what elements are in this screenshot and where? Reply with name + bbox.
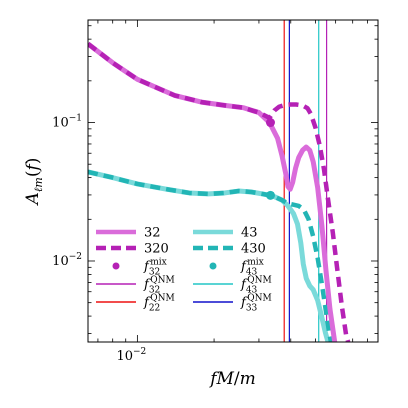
- legend-label: f32QNM: [143, 276, 175, 296]
- legend-label: f33QNM: [240, 294, 272, 314]
- legend-marker: [209, 262, 217, 270]
- legend-marker: [112, 262, 120, 270]
- legend-label: 320: [144, 242, 169, 257]
- legend-entry: f33QNM: [193, 294, 272, 314]
- y-tick-label: 10−1: [52, 114, 82, 131]
- legend-entry: 43: [193, 226, 258, 241]
- x-tick-label: 10−2: [116, 347, 146, 364]
- series-layer: [88, 41, 351, 342]
- legend-label: f43QNM: [240, 276, 272, 296]
- legend-entry: 32: [96, 226, 161, 241]
- mix-marker-f43mix: [265, 190, 275, 200]
- legend-label: 32: [144, 226, 161, 241]
- legend-entry: f22QNM: [96, 294, 175, 314]
- legend-entry: 320: [96, 242, 169, 257]
- legend-label: 430: [241, 242, 266, 257]
- tick-layer: 10−2 10−1 10−2: [52, 20, 378, 364]
- legend-entry: f32mix: [112, 258, 167, 278]
- legend-entry: f32QNM: [96, 276, 175, 296]
- series-line-320: [88, 42, 351, 342]
- legend-label: f22QNM: [143, 294, 175, 314]
- series-line-430: [88, 169, 334, 342]
- legend-entry: f43mix: [209, 258, 264, 278]
- mix-marker-layer: [265, 118, 275, 200]
- y-axis-label: Aℓm(f): [23, 158, 45, 207]
- legend-label: f43mix: [240, 258, 264, 278]
- mix-marker-f32mix: [265, 118, 275, 128]
- legend-entry: f43QNM: [193, 276, 272, 296]
- legend-label: 43: [241, 226, 258, 241]
- legend: 32 43 320 430 f32mix f43mix f32QNM f43QNM f22QNM…: [96, 226, 272, 314]
- y-tick-label: 10−2: [52, 252, 82, 269]
- x-axis-label: fM/m: [208, 369, 256, 389]
- plot-frame: [87, 19, 379, 343]
- legend-entry: 430: [193, 242, 266, 257]
- axis-labels: fM/m Aℓm(f): [23, 158, 256, 389]
- series-line-43: [88, 169, 331, 342]
- legend-label: f32mix: [143, 258, 167, 278]
